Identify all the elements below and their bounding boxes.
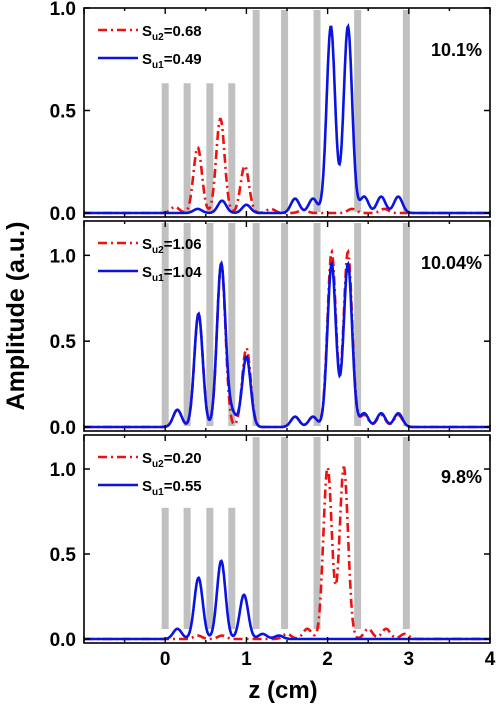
gray-bar-marker [354,437,362,629]
legend-entry: Su1=0.55 [142,478,202,498]
gray-bar-marker [252,10,260,212]
legend-entry: Su1=1.04 [142,264,202,284]
gray-bar-marker [313,10,321,212]
percentage-annotation: 9.8% [441,467,482,487]
y-tick-label: 1.0 [50,246,76,267]
chart-panel-3: 0.0 0.5 1.0 Su2=0.20 Su1=0.55 9.8% 0 1 2 3 4 [50,434,496,670]
series-blue-line [84,260,490,429]
gray-bar-marker [161,507,169,629]
gray-bar-marker [206,223,214,426]
gray-bar-marker [281,223,289,426]
gray-bar-marker [161,223,169,426]
x-axis-label: z (cm) [248,677,317,704]
gray-bar-marker [281,10,289,212]
gray-bar-marker [161,83,169,213]
gray-bar-marker [183,83,191,213]
y-tick-label: 0.5 [50,332,77,353]
y-tick-label: 0.0 [50,630,76,651]
gray-bar-marker [183,507,191,629]
y-tick-label: 1.0 [50,460,76,481]
x-tick-label: 4 [485,649,496,670]
gray-bar-marker [402,223,410,426]
chart-panel-2: 0.0 0.5 1.0 Su2=1.06 Su1=1.04 10.04% [50,220,491,439]
x-tick-label: 1 [241,649,252,670]
panels: 0.0 0.5 1.0 Su2=0.68 Su1=0.49 10.1% 0.0 0.5 1.0 S… [50,0,496,670]
x-tick-label: 3 [404,649,415,670]
chart-panel-1: 0.0 0.5 1.0 Su2=0.68 Su1=0.49 10.1% [50,0,491,225]
gray-bar-marker [183,223,191,426]
gray-bar-marker [402,437,410,629]
y-tick-label: 0.0 [50,204,76,225]
gray-bar-marker [228,507,236,629]
legend-entry: Su2=0.20 [142,450,202,470]
y-axis-label: Amplitude (a.u.) [2,222,30,411]
series-blue-line [84,23,490,215]
gray-bar-marker [252,437,260,629]
legend-entry: Su1=0.49 [142,51,202,71]
series-blue-line [84,559,490,641]
series-red-line [84,117,490,215]
percentage-annotation: 10.1% [431,40,482,60]
x-tick-label: 0 [160,649,171,670]
gray-bar-marker [281,437,289,629]
x-tick-label: 2 [322,649,333,670]
gray-bar-marker [402,10,410,212]
legend-entry: Su2=1.06 [142,236,202,256]
gray-bar-marker [354,223,362,426]
gray-bar-marker [354,10,362,212]
series-red-line [84,466,491,641]
gray-bar-marker [228,223,236,426]
y-tick-label: 0.5 [50,545,77,566]
percentage-annotation: 10.04% [421,253,482,273]
gray-bar-marker [252,223,260,426]
y-tick-label: 0.5 [50,102,77,123]
y-tick-label: 0.0 [50,418,76,439]
y-tick-label: 1.0 [50,0,76,20]
gray-bar-marker [206,507,214,629]
legend-entry: Su2=0.68 [142,23,202,43]
gray-bar-marker [313,437,321,629]
gray-bar-marker [228,83,236,213]
gray-bar-marker [206,83,214,213]
gray-bar-marker [313,223,321,426]
